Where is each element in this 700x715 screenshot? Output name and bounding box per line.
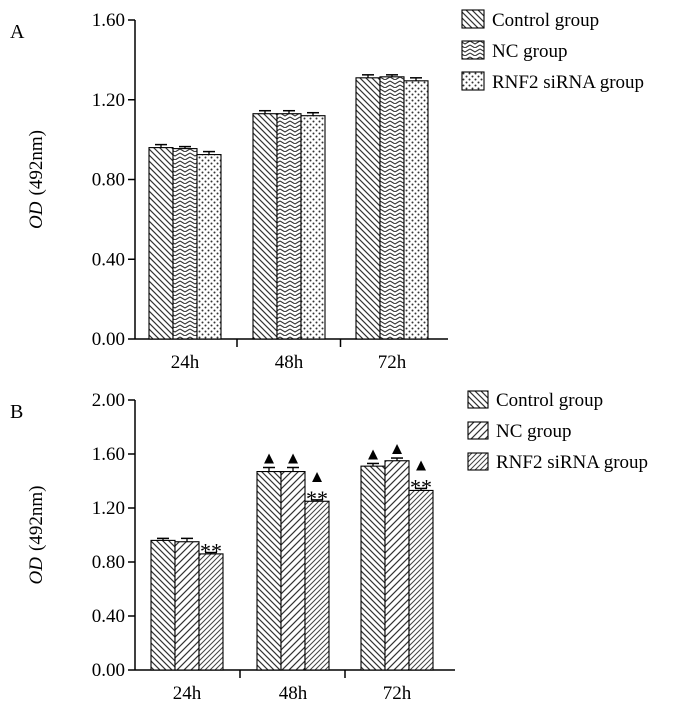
- significance-triangle: ▲: [261, 449, 278, 468]
- bar: [148, 147, 174, 340]
- significance-stars: **: [410, 474, 432, 499]
- legend-label: NC group: [496, 421, 571, 442]
- x-tick-label: 72h: [378, 352, 407, 373]
- bar: [408, 489, 434, 671]
- bar: [276, 113, 302, 340]
- bar: [172, 148, 198, 340]
- bar: [403, 80, 429, 340]
- x-tick-label: 72h: [383, 683, 412, 704]
- legend-swatch: [461, 9, 485, 29]
- bar: [384, 460, 410, 671]
- y-axis-label: OD(492nm): [26, 486, 47, 585]
- significance-triangle: ▲: [285, 449, 302, 468]
- bar: [379, 76, 405, 340]
- legend-label: RNF2 siRNA group: [496, 452, 648, 473]
- y-tick-label: 0.80: [92, 170, 125, 191]
- bar: [280, 470, 306, 671]
- y-tick-label: 1.20: [92, 498, 125, 519]
- y-axis-label: OD(492nm): [26, 130, 47, 229]
- x-tick-label: 48h: [279, 683, 308, 704]
- legend-label: RNF2 siRNA group: [492, 72, 644, 93]
- x-tick-label: 24h: [171, 352, 200, 373]
- significance-triangle: ▲: [413, 455, 430, 474]
- bar: [196, 154, 222, 340]
- significance-triangle: ▲: [389, 439, 406, 458]
- bar: [198, 553, 224, 671]
- panel-label: B: [10, 401, 23, 423]
- bar: [150, 539, 176, 671]
- x-tick-label: 48h: [275, 352, 304, 373]
- legend-label: NC group: [492, 41, 567, 62]
- bar: [355, 77, 381, 340]
- y-tick-label: 0.80: [92, 552, 125, 573]
- y-tick-label: 0.00: [92, 660, 125, 681]
- y-tick-label: 0.40: [92, 606, 125, 627]
- bar: [360, 465, 386, 671]
- panel-a: A 0.00 0.40 0.80 1.20 1.60 24h 48h 72h OD(492nm) C…: [10, 9, 644, 373]
- y-tick-label: 0.00: [92, 329, 125, 350]
- y-tick-label: 2.00: [92, 390, 125, 411]
- y-tick-label: 1.60: [92, 444, 125, 465]
- y-tick-label: 1.60: [92, 10, 125, 31]
- significance-stars: **: [306, 486, 328, 511]
- legend-swatch: [467, 452, 489, 471]
- y-tick-label: 0.40: [92, 249, 125, 270]
- bar: [174, 541, 200, 671]
- significance-triangle: ▲: [309, 467, 326, 486]
- significance-triangle: ▲: [365, 444, 382, 463]
- legend-swatch: [461, 71, 485, 91]
- x-tick-label: 24h: [173, 683, 202, 704]
- panel-b: B 0.00 0.40 0.80 1.20 1.60 2.00 24h 48h 72h OD(492…: [10, 390, 648, 704]
- panel-label: A: [10, 21, 25, 43]
- legend-swatch: [467, 421, 489, 440]
- legend-swatch: [461, 40, 485, 60]
- y-tick-label: 1.20: [92, 90, 125, 111]
- legend-swatch: [467, 390, 489, 409]
- significance-stars: **: [200, 539, 222, 564]
- legend-label: Control group: [496, 390, 603, 411]
- legend-label: Control group: [492, 10, 599, 31]
- bar: [252, 113, 278, 340]
- bar: [300, 115, 326, 340]
- bar: [304, 500, 330, 671]
- bar: [256, 470, 282, 671]
